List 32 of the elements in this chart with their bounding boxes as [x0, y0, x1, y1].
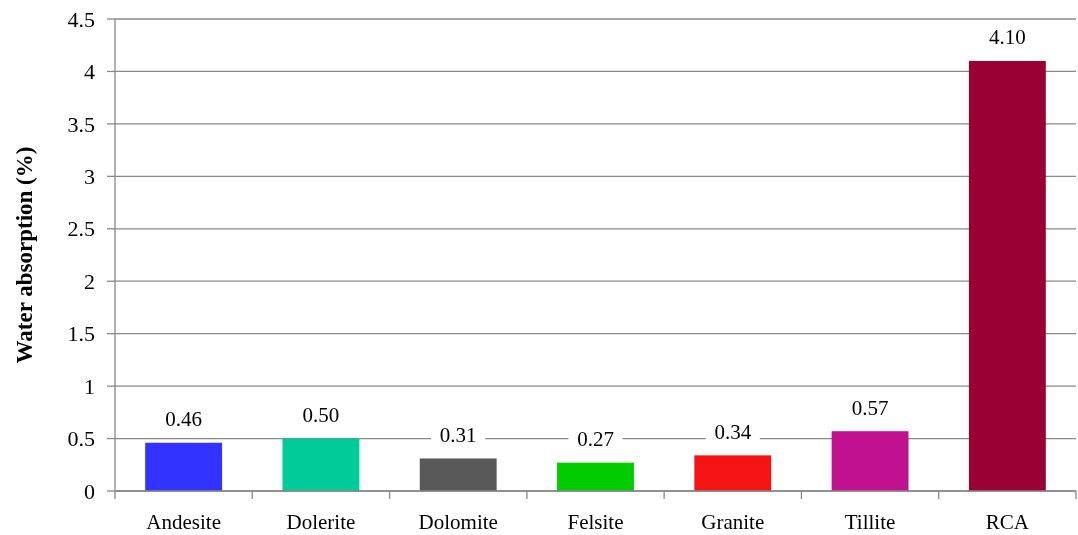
y-tick-label: 4 [84, 59, 95, 85]
y-tick-label: 0.5 [67, 426, 95, 452]
y-tick-label: 3.5 [67, 111, 95, 137]
data-label: 0.46 [165, 407, 203, 432]
data-label: 0.34 [714, 419, 752, 444]
data-label: 4.10 [988, 25, 1026, 50]
data-label: 0.27 [577, 427, 614, 452]
y-tick-label: 2 [84, 268, 95, 294]
x-tick-label: Andesite [146, 510, 221, 534]
data-label: 0.50 [302, 402, 340, 427]
bar [968, 60, 1046, 491]
y-tick-label: 4.5 [67, 6, 95, 32]
x-tick-label: RCA [985, 510, 1030, 534]
x-tick-label: Granite [701, 510, 765, 534]
y-axis-title: Water absorption (%) [12, 146, 38, 364]
data-label: 0.57 [851, 395, 889, 420]
y-tick-label: 1 [84, 373, 95, 399]
x-tick-label: Dolomite [418, 510, 498, 534]
bar [145, 442, 223, 491]
bar [557, 462, 634, 491]
y-tick-label: 2.5 [67, 216, 95, 242]
y-tick-label: 1.5 [67, 321, 95, 347]
bar [831, 431, 909, 491]
y-tick-label: 3 [84, 164, 95, 190]
bar [694, 455, 772, 491]
bar [419, 458, 497, 491]
y-tick-label: 0 [84, 478, 95, 504]
x-tick-label: Tillite [844, 510, 896, 534]
data-label: 0.31 [439, 422, 477, 447]
x-tick-label: Dolerite [286, 510, 356, 534]
x-tick-label: Felsite [567, 510, 624, 534]
bar [282, 438, 360, 491]
